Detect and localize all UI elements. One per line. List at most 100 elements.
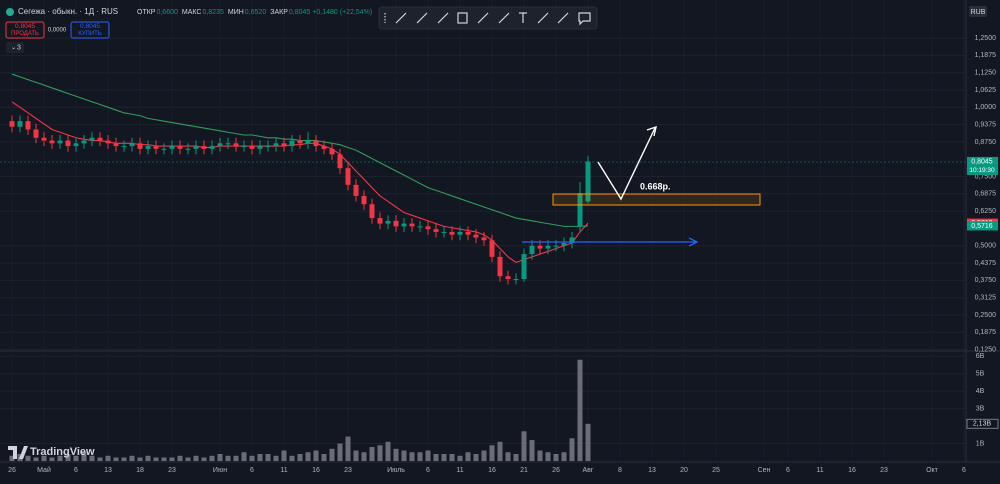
y-tick-label: 0,4375 [975, 260, 997, 267]
candle-body [577, 193, 583, 227]
arrow-tool[interactable] [437, 12, 449, 24]
candle-body [505, 276, 511, 279]
comment-tool[interactable] [578, 12, 591, 26]
candle-body [153, 146, 159, 149]
x-tick-label: 20 [680, 467, 688, 474]
candle-body [561, 243, 567, 246]
ohlc-label: МИН [228, 9, 244, 16]
candle-body [465, 231, 471, 235]
volume-bar [289, 455, 295, 461]
volume-bar [137, 457, 143, 461]
volume-bar [57, 455, 63, 461]
y-tick-label: 1,0625 [975, 87, 997, 94]
candle-body [17, 121, 23, 127]
volume-bar [449, 454, 455, 461]
indicators-count: 3 [17, 44, 21, 51]
candle-body [521, 254, 527, 279]
x-tick-label: 16 [312, 467, 320, 474]
candle-body [257, 146, 263, 149]
candle-body [249, 146, 255, 149]
y-tick-label: 0,3125 [975, 295, 997, 302]
buy-label: КУПИТЬ [78, 31, 102, 37]
candle-body [265, 146, 271, 148]
price-label: 0,5716 [971, 223, 993, 230]
volume-bar [217, 454, 223, 461]
status-dot [6, 8, 14, 16]
rectangle-tool[interactable] [457, 12, 468, 24]
volume-bar [457, 455, 463, 461]
candle-body [409, 223, 415, 227]
measure-tool[interactable] [537, 12, 549, 24]
y-tick-label: 1,1250 [975, 70, 997, 77]
x-tick-label: 26 [8, 467, 16, 474]
indicators-toggle[interactable] [6, 42, 24, 53]
logo[interactable]: TradingView [30, 446, 95, 458]
y-tick-label: 0,6250 [975, 208, 997, 215]
zone-box[interactable] [552, 193, 761, 206]
volume-bar [369, 447, 375, 461]
arrow-drawing[interactable] [597, 127, 656, 201]
candle-body [329, 148, 335, 155]
candle-body [65, 140, 71, 147]
candle-body [481, 237, 487, 241]
candle-body [369, 204, 375, 219]
ohlc-value: 0,8235 [202, 9, 224, 16]
trend-line-tool[interactable] [395, 12, 407, 24]
candle-body [473, 234, 479, 238]
volume-bar [321, 454, 327, 461]
x-tick-label: 23 [168, 467, 176, 474]
volume-bar [209, 455, 215, 461]
x-tick-label: 25 [712, 467, 720, 474]
y-tick-label: 0,2500 [975, 312, 997, 319]
candle-body [401, 223, 407, 227]
y-tick-label: 1,1875 [975, 52, 997, 59]
volume-bar [393, 448, 399, 461]
candle-body [385, 220, 391, 224]
candle-body [393, 220, 399, 227]
volume-bar [129, 455, 135, 461]
currency-badge[interactable] [969, 6, 987, 17]
candle-body [193, 146, 199, 149]
symbol[interactable]: Сегежа · обыкн. · 1Д · RUS [18, 7, 118, 16]
volume-bar [145, 455, 151, 461]
x-tick-label: 18 [136, 467, 144, 474]
currency: RUB [971, 9, 986, 16]
annotation[interactable]: 0.668р. [640, 181, 671, 191]
y-tick-label: 0,1875 [975, 329, 997, 336]
path-tool[interactable] [498, 12, 510, 24]
ray-tool[interactable] [416, 12, 428, 24]
candle-body [185, 148, 191, 150]
volume-bar [273, 455, 279, 461]
volume-bar [169, 457, 175, 461]
buy-price: 0,8045 [80, 23, 100, 30]
candle-body [169, 146, 175, 149]
text-tool[interactable] [519, 12, 527, 23]
volume-bar [561, 452, 567, 461]
buy-button[interactable] [70, 21, 110, 39]
volume-bar [465, 452, 471, 461]
y-tick-label: 1,0000 [975, 104, 997, 111]
price-axis [966, 0, 1000, 484]
x-tick-label: 6 [250, 467, 254, 474]
volume-bar [505, 452, 511, 461]
candle-body [289, 140, 295, 147]
sell-button[interactable] [5, 21, 45, 39]
volume-bar [401, 450, 407, 461]
volume-bar [489, 445, 495, 461]
fib-tool[interactable] [557, 12, 569, 24]
drawing-toolbar [378, 6, 598, 30]
volume-bar [297, 454, 303, 461]
price-label: 0,8045 [971, 158, 993, 165]
brush-tool[interactable] [477, 12, 489, 24]
volume-bar [433, 454, 439, 461]
volume-bar [353, 450, 359, 461]
volume-bar [417, 452, 423, 461]
candle-body [9, 121, 15, 127]
candle-body [353, 184, 359, 196]
volume-bar [241, 452, 247, 461]
x-tick-label: 11 [816, 467, 823, 474]
candle-body [273, 143, 279, 147]
